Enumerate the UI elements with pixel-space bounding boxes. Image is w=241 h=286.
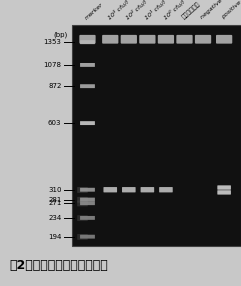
FancyBboxPatch shape bbox=[80, 198, 95, 202]
FancyBboxPatch shape bbox=[122, 187, 136, 192]
FancyBboxPatch shape bbox=[158, 35, 174, 44]
Text: 234: 234 bbox=[48, 215, 61, 221]
FancyBboxPatch shape bbox=[216, 35, 232, 44]
Text: 10¹ cfu/l: 10¹ cfu/l bbox=[144, 0, 167, 20]
Text: 1078: 1078 bbox=[43, 62, 61, 68]
Text: 10³ cfu/l: 10³ cfu/l bbox=[107, 0, 130, 20]
Text: 310: 310 bbox=[48, 187, 61, 193]
FancyBboxPatch shape bbox=[103, 187, 117, 192]
Text: 281: 281 bbox=[48, 196, 61, 202]
Text: 囲2　人工汚染水からの検出: 囲2 人工汚染水からの検出 bbox=[10, 259, 108, 272]
FancyBboxPatch shape bbox=[159, 187, 173, 192]
Text: 10² cfu/l: 10² cfu/l bbox=[125, 0, 148, 20]
Text: 872: 872 bbox=[48, 83, 61, 89]
FancyBboxPatch shape bbox=[80, 188, 95, 192]
FancyBboxPatch shape bbox=[77, 234, 88, 240]
FancyBboxPatch shape bbox=[77, 197, 88, 203]
FancyBboxPatch shape bbox=[217, 185, 231, 190]
Text: 194: 194 bbox=[48, 234, 61, 240]
FancyBboxPatch shape bbox=[80, 63, 95, 67]
Text: 10⁰ cfu/l: 10⁰ cfu/l bbox=[162, 0, 185, 20]
Text: marker: marker bbox=[84, 1, 104, 20]
Text: positive cont.: positive cont. bbox=[221, 0, 241, 20]
FancyBboxPatch shape bbox=[77, 200, 88, 206]
FancyBboxPatch shape bbox=[141, 187, 154, 192]
FancyBboxPatch shape bbox=[80, 201, 95, 205]
FancyBboxPatch shape bbox=[80, 216, 95, 220]
FancyBboxPatch shape bbox=[121, 35, 137, 44]
FancyBboxPatch shape bbox=[139, 35, 155, 44]
Text: 農業用水のみ: 農業用水のみ bbox=[181, 1, 201, 20]
FancyBboxPatch shape bbox=[80, 121, 95, 125]
FancyBboxPatch shape bbox=[176, 35, 193, 44]
FancyBboxPatch shape bbox=[80, 84, 95, 88]
Text: 1353: 1353 bbox=[44, 39, 61, 45]
Text: negative cont.: negative cont. bbox=[200, 0, 237, 20]
FancyBboxPatch shape bbox=[77, 215, 88, 221]
FancyBboxPatch shape bbox=[80, 235, 95, 239]
FancyBboxPatch shape bbox=[79, 35, 96, 44]
Bar bbox=[72, 25, 241, 247]
Text: 603: 603 bbox=[48, 120, 61, 126]
Text: (bp): (bp) bbox=[53, 31, 67, 38]
FancyBboxPatch shape bbox=[77, 187, 88, 193]
FancyBboxPatch shape bbox=[195, 35, 211, 44]
FancyBboxPatch shape bbox=[217, 190, 231, 194]
Text: 271: 271 bbox=[48, 200, 61, 206]
FancyBboxPatch shape bbox=[102, 35, 118, 44]
FancyBboxPatch shape bbox=[80, 40, 95, 44]
